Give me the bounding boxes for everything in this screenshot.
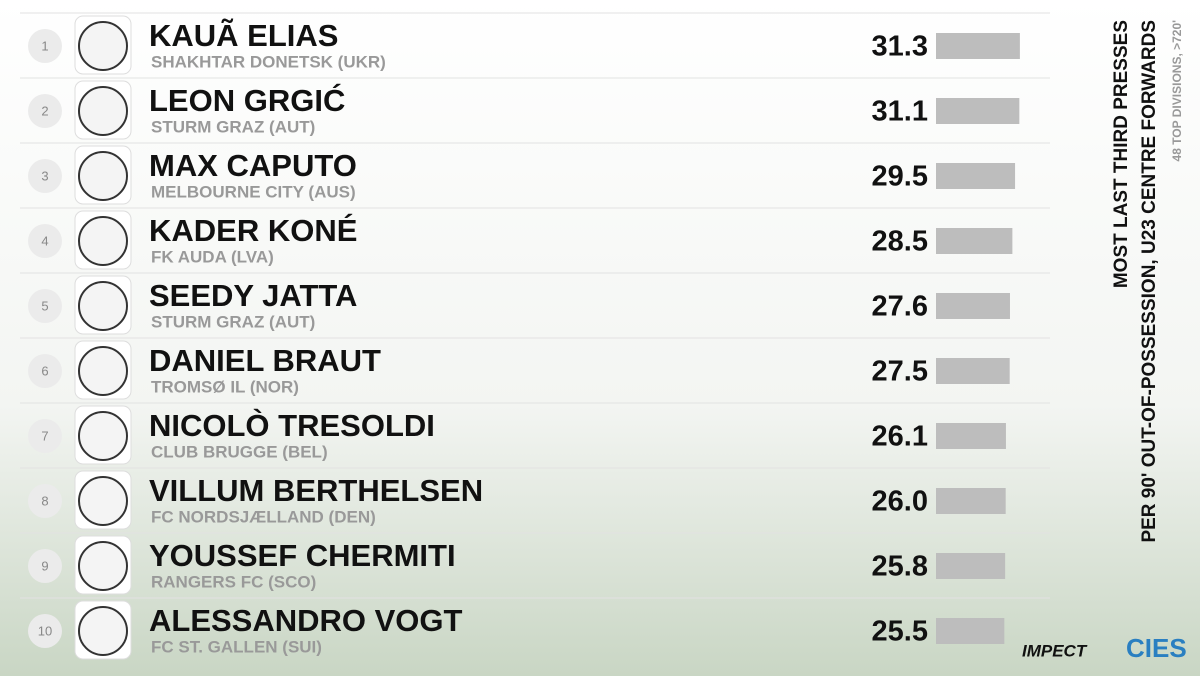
rank-badge (28, 419, 62, 453)
value-label: 26.1 (872, 421, 928, 453)
rank-badge (28, 614, 62, 648)
bar (936, 228, 1013, 254)
bar (936, 33, 1020, 59)
note: 48 TOP DIVISIONS, >720' (1170, 20, 1184, 162)
player-name: YOUSSEF CHERMITI (149, 538, 456, 573)
crest (78, 281, 128, 331)
value-label: 27.6 (872, 291, 928, 323)
crest (78, 151, 128, 201)
value-label: 31.3 (872, 31, 928, 63)
rank: 2 (41, 103, 48, 118)
club-name: MELBOURNE CITY (AUS) (151, 182, 356, 201)
rank-badge (28, 549, 62, 583)
club-name: RANGERS FC (SCO) (151, 572, 316, 591)
bar (936, 98, 1020, 124)
subtitle: PER 90' OUT-OF-POSSESSION, U23 CENTRE FO… (1139, 20, 1160, 543)
bar (936, 163, 1016, 189)
club-name: STURM GRAZ (AUT) (151, 312, 315, 331)
rank-badge (28, 289, 62, 323)
club-name: FC NORDSJÆLLAND (DEN) (151, 507, 376, 526)
value-label: 31.1 (872, 96, 928, 128)
bar (936, 423, 1006, 449)
crest (78, 21, 128, 71)
bar (936, 553, 1006, 579)
rank: 4 (41, 233, 48, 248)
player-name: KAUÃ ELIAS (149, 18, 338, 53)
player-name: LEON GRGIĆ (149, 82, 345, 118)
rank-badge (28, 94, 62, 128)
rank: 7 (41, 428, 48, 443)
rank: 9 (41, 558, 48, 573)
player-name: DANIEL BRAUT (149, 343, 381, 378)
value-label: 26.0 (872, 486, 928, 518)
player-name: ALESSANDRO VOGT (149, 603, 463, 638)
crest (78, 411, 128, 461)
rank-badge (28, 29, 62, 63)
brand: CIES (1126, 633, 1187, 663)
rank: 3 (41, 168, 48, 183)
brand: IMPECT (1022, 641, 1088, 660)
value-label: 27.5 (872, 356, 928, 388)
crest (78, 606, 128, 656)
bar (936, 488, 1006, 514)
player-name: KADER KONÉ (149, 213, 357, 248)
club-name: STURM GRAZ (AUT) (151, 117, 315, 136)
club-name: SHAKHTAR DONETSK (UKR) (151, 52, 386, 71)
bar (936, 358, 1010, 384)
rank: 8 (41, 493, 48, 508)
value-label: 25.8 (872, 551, 928, 583)
crest (78, 541, 128, 591)
title: MOST LAST THIRD PRESSES (1111, 20, 1132, 288)
rank: 6 (41, 363, 48, 378)
value-label: 29.5 (872, 161, 928, 193)
crest (78, 346, 128, 396)
club-name: TROMSØ IL (NOR) (151, 377, 299, 396)
value-label: 25.5 (872, 616, 928, 648)
player-name: SEEDY JATTA (149, 278, 357, 313)
player-name: MAX CAPUTO (149, 148, 357, 183)
rank: 1 (41, 38, 48, 53)
club-name: FC ST. GALLEN (SUI) (151, 637, 322, 656)
player-name: VILLUM BERTHELSEN (149, 473, 483, 508)
rank-badge (28, 484, 62, 518)
crest (78, 86, 128, 136)
rank-badge (28, 354, 62, 388)
club-name: CLUB BRUGGE (BEL) (151, 442, 328, 461)
rank-badge (28, 224, 62, 258)
rank: 5 (41, 298, 48, 313)
bar (936, 618, 1005, 644)
value-label: 28.5 (872, 226, 928, 258)
rank-badge (28, 159, 62, 193)
club-name: FK AUDA (LVA) (151, 247, 274, 266)
player-name: NICOLÒ TRESOLDI (149, 407, 435, 443)
crest (78, 216, 128, 266)
rank: 10 (38, 623, 52, 638)
crest (78, 476, 128, 526)
bar (936, 293, 1010, 319)
